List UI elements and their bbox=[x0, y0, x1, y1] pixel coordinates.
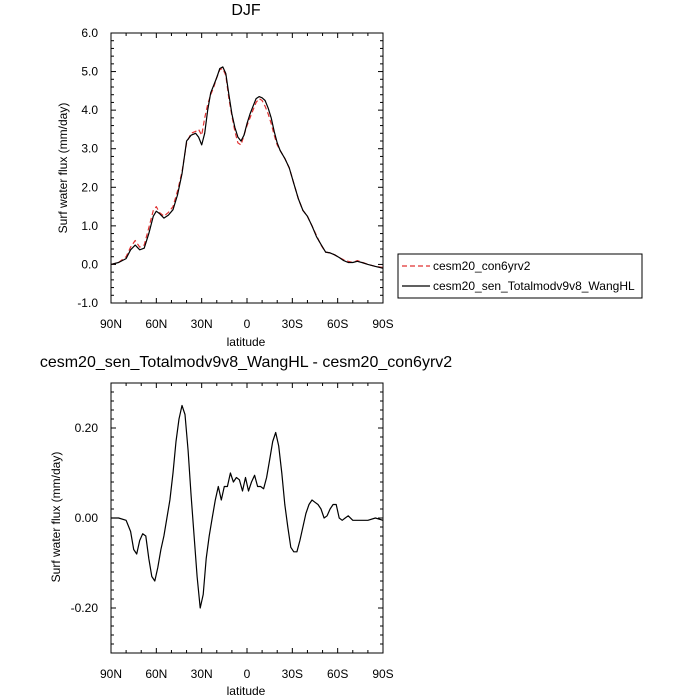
bottom-y-axis-label: Surf water flux (mm/day) bbox=[49, 452, 63, 583]
top-series-line-1 bbox=[110, 67, 384, 269]
top-y-tick-label: 0.0 bbox=[81, 257, 98, 271]
top-x-tick-label: 30S bbox=[282, 317, 303, 331]
top-y-tick-label: 5.0 bbox=[81, 65, 98, 79]
top-title: DJF bbox=[231, 2, 261, 19]
top-x-tick-label: 60N bbox=[145, 317, 167, 331]
bottom-panel: cesm20_sen_Totalmodv9v8_WangHL - cesm20_… bbox=[40, 354, 452, 698]
bottom-plot-frame bbox=[110, 382, 384, 654]
bottom-tick-labels: 90N 60N 30N 0 30S 60S 90S -0.20 0.00 0.20 bbox=[71, 421, 394, 681]
legend-label-series-1: cesm20_con6yrv2 bbox=[433, 259, 531, 273]
bottom-x-tick-label: 90S bbox=[372, 667, 393, 681]
top-x-tick-label: 90S bbox=[372, 317, 393, 331]
bottom-y-tick-label: 0.00 bbox=[75, 511, 99, 525]
bottom-x-axis-label: latitude bbox=[227, 684, 266, 698]
top-x-tick-label: 90N bbox=[100, 317, 122, 331]
top-y-tick-label: 3.0 bbox=[81, 142, 98, 156]
top-x-tick-label: 30N bbox=[191, 317, 213, 331]
top-series-lines bbox=[110, 66, 384, 269]
top-y-axis-label: Surf water flux (mm/day) bbox=[56, 103, 70, 234]
bottom-series-lines bbox=[111, 404, 384, 609]
top-tick-labels: 90N 60N 30N 0 30S 60S 90S -1.0 0.0 1.0 2.0 3.0 4.0 5.… bbox=[77, 26, 393, 331]
legend: cesm20_con6yrv2 cesm20_sen_Totalmodv9v8_… bbox=[397, 253, 643, 299]
bottom-ticks bbox=[110, 382, 384, 654]
bottom-title: cesm20_sen_Totalmodv9v8_WangHL - cesm20_… bbox=[40, 354, 452, 371]
legend-label-series-2: cesm20_sen_Totalmodv9v8_WangHL bbox=[433, 279, 635, 293]
bottom-x-tick-label: 0 bbox=[244, 667, 251, 681]
bottom-x-tick-label: 30N bbox=[191, 667, 213, 681]
top-y-tick-label: 4.0 bbox=[81, 103, 98, 117]
bottom-series-line-1 bbox=[111, 404, 384, 609]
top-panel: DJF Surf water flux (mm/day) latitude 90… bbox=[56, 2, 394, 349]
top-y-tick-label: 1.0 bbox=[81, 219, 98, 233]
bottom-x-tick-label: 90N bbox=[100, 667, 122, 681]
bottom-x-tick-label: 30S bbox=[282, 667, 303, 681]
top-y-tick-label: 2.0 bbox=[81, 180, 98, 194]
top-y-tick-label: -1.0 bbox=[77, 296, 98, 310]
bottom-y-tick-label: 0.20 bbox=[75, 421, 99, 435]
bottom-x-tick-label: 60N bbox=[145, 667, 167, 681]
bottom-y-tick-label: -0.20 bbox=[71, 601, 99, 615]
top-ticks bbox=[110, 32, 384, 304]
top-x-tick-label: 0 bbox=[244, 317, 251, 331]
top-plot-frame bbox=[110, 32, 384, 304]
top-y-tick-label: 6.0 bbox=[81, 26, 98, 40]
bottom-x-tick-label: 60S bbox=[327, 667, 348, 681]
top-series-line-2 bbox=[110, 66, 384, 269]
legend-box bbox=[397, 253, 643, 299]
top-x-tick-label: 60S bbox=[327, 317, 348, 331]
top-x-axis-label: latitude bbox=[227, 335, 266, 349]
